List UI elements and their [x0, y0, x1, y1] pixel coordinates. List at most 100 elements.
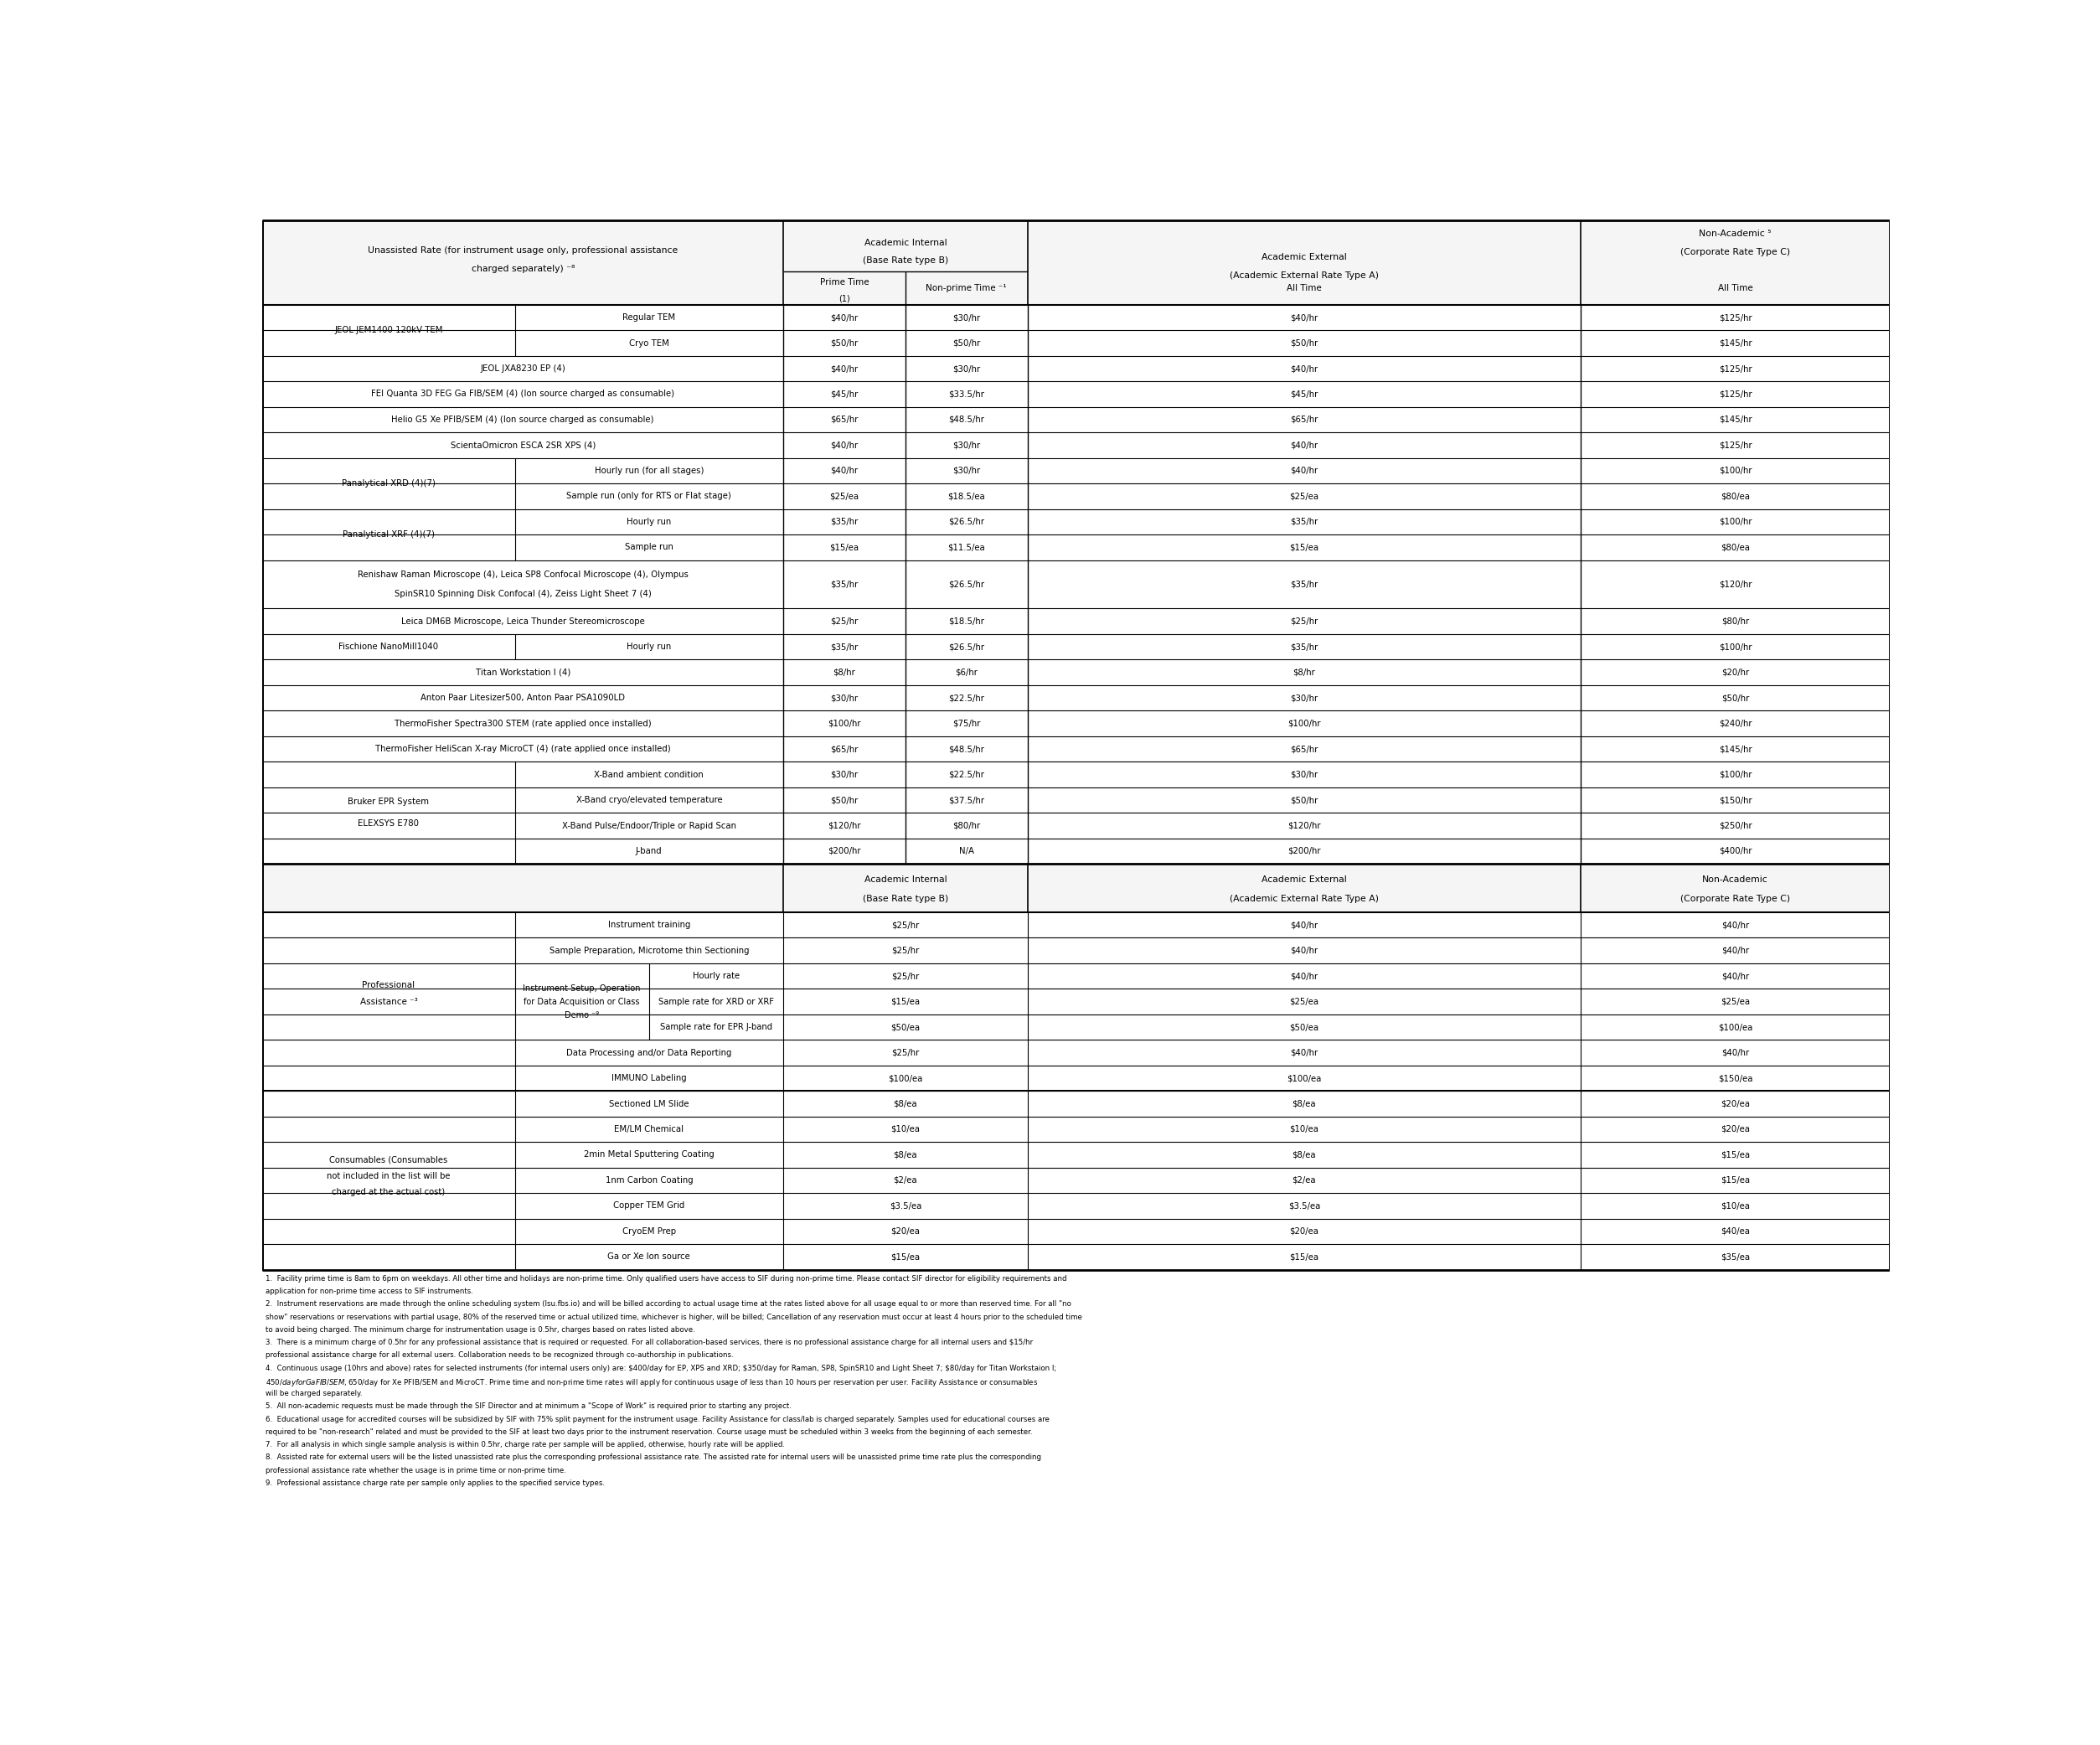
Bar [262, 864, 1890, 913]
Text: $35/hr: $35/hr [1289, 579, 1319, 588]
Text: SpinSR10 Spinning Disk Confocal (4), Zeiss Light Sheet 7 (4): SpinSR10 Spinning Disk Confocal (4), Zei… [395, 590, 651, 599]
Text: $20/ea: $20/ea [890, 1227, 920, 1235]
Text: $30/hr: $30/hr [830, 695, 859, 701]
Text: $30/hr: $30/hr [953, 441, 981, 450]
Text: Non-Academic ⁵: Non-Academic ⁵ [1699, 229, 1772, 237]
Text: $100/hr: $100/hr [1287, 719, 1321, 728]
Text: $30/hr: $30/hr [953, 314, 981, 321]
Text: Sample rate for EPR J-band: Sample rate for EPR J-band [659, 1023, 773, 1031]
Text: $200/hr: $200/hr [1287, 846, 1321, 855]
Text: $15/ea: $15/ea [1720, 1150, 1749, 1159]
Text: 8.  Assisted rate for external users will be the listed unassisted rate plus the: 8. Assisted rate for external users will… [267, 1454, 1042, 1461]
Text: $22.5/hr: $22.5/hr [949, 695, 985, 701]
Text: ELEXSYS E780: ELEXSYS E780 [359, 820, 420, 827]
Text: (Base Rate type B): (Base Rate type B) [863, 895, 949, 902]
Text: $145/hr: $145/hr [1718, 415, 1751, 424]
Text: (Academic External Rate Type A): (Academic External Rate Type A) [1228, 272, 1380, 281]
Text: 1.  Facility prime time is 8am to 6pm on weekdays. All other time and holidays a: 1. Facility prime time is 8am to 6pm on … [267, 1276, 1067, 1283]
Text: $6/hr: $6/hr [956, 668, 979, 677]
Text: $8/hr: $8/hr [834, 668, 855, 677]
Text: not included in the list will be: not included in the list will be [328, 1173, 449, 1180]
Text: X-Band Pulse/Endoor/Triple or Rapid Scan: X-Band Pulse/Endoor/Triple or Rapid Scan [563, 822, 737, 831]
Text: Copper TEM Grid: Copper TEM Grid [613, 1202, 685, 1209]
Text: charged separately) ⁻⁸: charged separately) ⁻⁸ [470, 265, 575, 274]
Text: required to be "non-research" related and must be provided to the SIF at least t: required to be "non-research" related an… [267, 1427, 1033, 1436]
Text: $100/hr: $100/hr [1718, 466, 1751, 475]
Text: IMMUNO Labeling: IMMUNO Labeling [611, 1073, 687, 1082]
Text: $80/ea: $80/ea [1720, 543, 1749, 551]
Text: $25/ea: $25/ea [830, 492, 859, 501]
Text: Ga or Xe Ion source: Ga or Xe Ion source [607, 1253, 691, 1262]
Text: $8/ea: $8/ea [1292, 1099, 1317, 1108]
Text: 1nm Carbon Coating: 1nm Carbon Coating [605, 1176, 693, 1185]
Text: Hourly rate: Hourly rate [693, 972, 739, 981]
Text: $18.5/ea: $18.5/ea [947, 492, 985, 501]
Text: $65/hr: $65/hr [1289, 415, 1319, 424]
Text: $37.5/hr: $37.5/hr [949, 796, 985, 804]
Text: $40/hr: $40/hr [1722, 972, 1749, 981]
Text: $50/hr: $50/hr [830, 339, 859, 347]
Text: $100/ea: $100/ea [888, 1073, 922, 1082]
Text: JEOL JEM1400 120kV TEM: JEOL JEM1400 120kV TEM [334, 326, 443, 335]
Text: 3.  There is a minimum charge of 0.5hr for any professional assistance that is r: 3. There is a minimum charge of 0.5hr fo… [267, 1338, 1033, 1347]
Text: 2min Metal Sputtering Coating: 2min Metal Sputtering Coating [584, 1150, 714, 1159]
Text: $30/hr: $30/hr [830, 770, 859, 778]
Text: X-Band cryo/elevated temperature: X-Band cryo/elevated temperature [575, 796, 722, 804]
Text: 4.  Continuous usage (10hrs and above) rates for selected instruments (for inter: 4. Continuous usage (10hrs and above) ra… [267, 1365, 1056, 1372]
Text: $50/hr: $50/hr [953, 339, 981, 347]
Text: $48.5/hr: $48.5/hr [949, 745, 985, 754]
Text: $40/hr: $40/hr [830, 441, 859, 450]
Text: $125/hr: $125/hr [1718, 365, 1751, 373]
Text: $25/hr: $25/hr [890, 1049, 920, 1057]
Text: $100/ea: $100/ea [1287, 1073, 1321, 1082]
Text: (1): (1) [838, 295, 851, 304]
Text: ScientaOmicron ESCA 2SR XPS (4): ScientaOmicron ESCA 2SR XPS (4) [449, 441, 596, 450]
Text: JEOL JXA8230 EP (4): JEOL JXA8230 EP (4) [481, 365, 565, 373]
Text: FEI Quanta 3D FEG Ga FIB/SEM (4) (Ion source charged as consumable): FEI Quanta 3D FEG Ga FIB/SEM (4) (Ion so… [372, 389, 674, 398]
Text: $3.5/ea: $3.5/ea [888, 1202, 922, 1209]
Text: $30/hr: $30/hr [1289, 695, 1319, 701]
Text: $100/hr: $100/hr [1718, 770, 1751, 778]
Text: $50/ea: $50/ea [890, 1023, 920, 1031]
Text: professional assistance rate whether the usage is in prime time or non-prime tim: professional assistance rate whether the… [267, 1466, 567, 1475]
Text: $150/ea: $150/ea [1718, 1073, 1754, 1082]
Text: Academic Internal: Academic Internal [863, 239, 947, 248]
Text: $35/hr: $35/hr [830, 518, 859, 525]
Text: $8/ea: $8/ea [1292, 1150, 1317, 1159]
Text: $40/hr: $40/hr [830, 314, 859, 321]
Text: $125/hr: $125/hr [1718, 441, 1751, 450]
Text: $45/hr: $45/hr [830, 389, 859, 398]
Text: $65/hr: $65/hr [1289, 745, 1319, 754]
Text: Helio G5 Xe PFIB/SEM (4) (Ion source charged as consumable): Helio G5 Xe PFIB/SEM (4) (Ion source cha… [391, 415, 655, 424]
Text: $35/hr: $35/hr [1289, 518, 1319, 525]
Text: $120/hr: $120/hr [1287, 822, 1321, 831]
Text: $40/hr: $40/hr [1722, 946, 1749, 955]
Text: $40/hr: $40/hr [1722, 1049, 1749, 1057]
Text: $80/hr: $80/hr [953, 822, 981, 831]
Text: for Data Acquisition or Class: for Data Acquisition or Class [523, 998, 640, 1005]
Text: $50/ea: $50/ea [1289, 1023, 1319, 1031]
Text: Bruker EPR System: Bruker EPR System [349, 797, 428, 806]
Text: $25/ea: $25/ea [1289, 492, 1319, 501]
Text: $50/hr: $50/hr [1722, 695, 1749, 701]
Text: $30/hr: $30/hr [1289, 770, 1319, 778]
Text: Hourly run: Hourly run [626, 642, 672, 651]
Text: $200/hr: $200/hr [827, 846, 861, 855]
Text: $100/ea: $100/ea [1718, 1023, 1754, 1031]
Text: $40/hr: $40/hr [1289, 365, 1319, 373]
Text: Hourly run (for all stages): Hourly run (for all stages) [594, 466, 704, 475]
Text: $240/hr: $240/hr [1718, 719, 1751, 728]
Bar [262, 220, 1890, 305]
Text: Panalytical XRF (4)(7): Panalytical XRF (4)(7) [342, 530, 435, 539]
Text: $25/ea: $25/ea [1720, 998, 1749, 1005]
Text: $65/hr: $65/hr [830, 415, 859, 424]
Text: $11.5/ea: $11.5/ea [947, 543, 985, 551]
Text: $25/hr: $25/hr [890, 946, 920, 955]
Text: Leica DM6B Microscope, Leica Thunder Stereomicroscope: Leica DM6B Microscope, Leica Thunder Ste… [401, 618, 645, 625]
Text: charged at the actual cost): charged at the actual cost) [332, 1188, 445, 1197]
Text: Professional: Professional [361, 981, 416, 989]
Text: $50/hr: $50/hr [1289, 339, 1319, 347]
Text: Sample run (only for RTS or Flat stage): Sample run (only for RTS or Flat stage) [567, 492, 731, 501]
Text: application for non-prime time access to SIF instruments.: application for non-prime time access to… [267, 1288, 473, 1295]
Text: $80/hr: $80/hr [1722, 618, 1749, 625]
